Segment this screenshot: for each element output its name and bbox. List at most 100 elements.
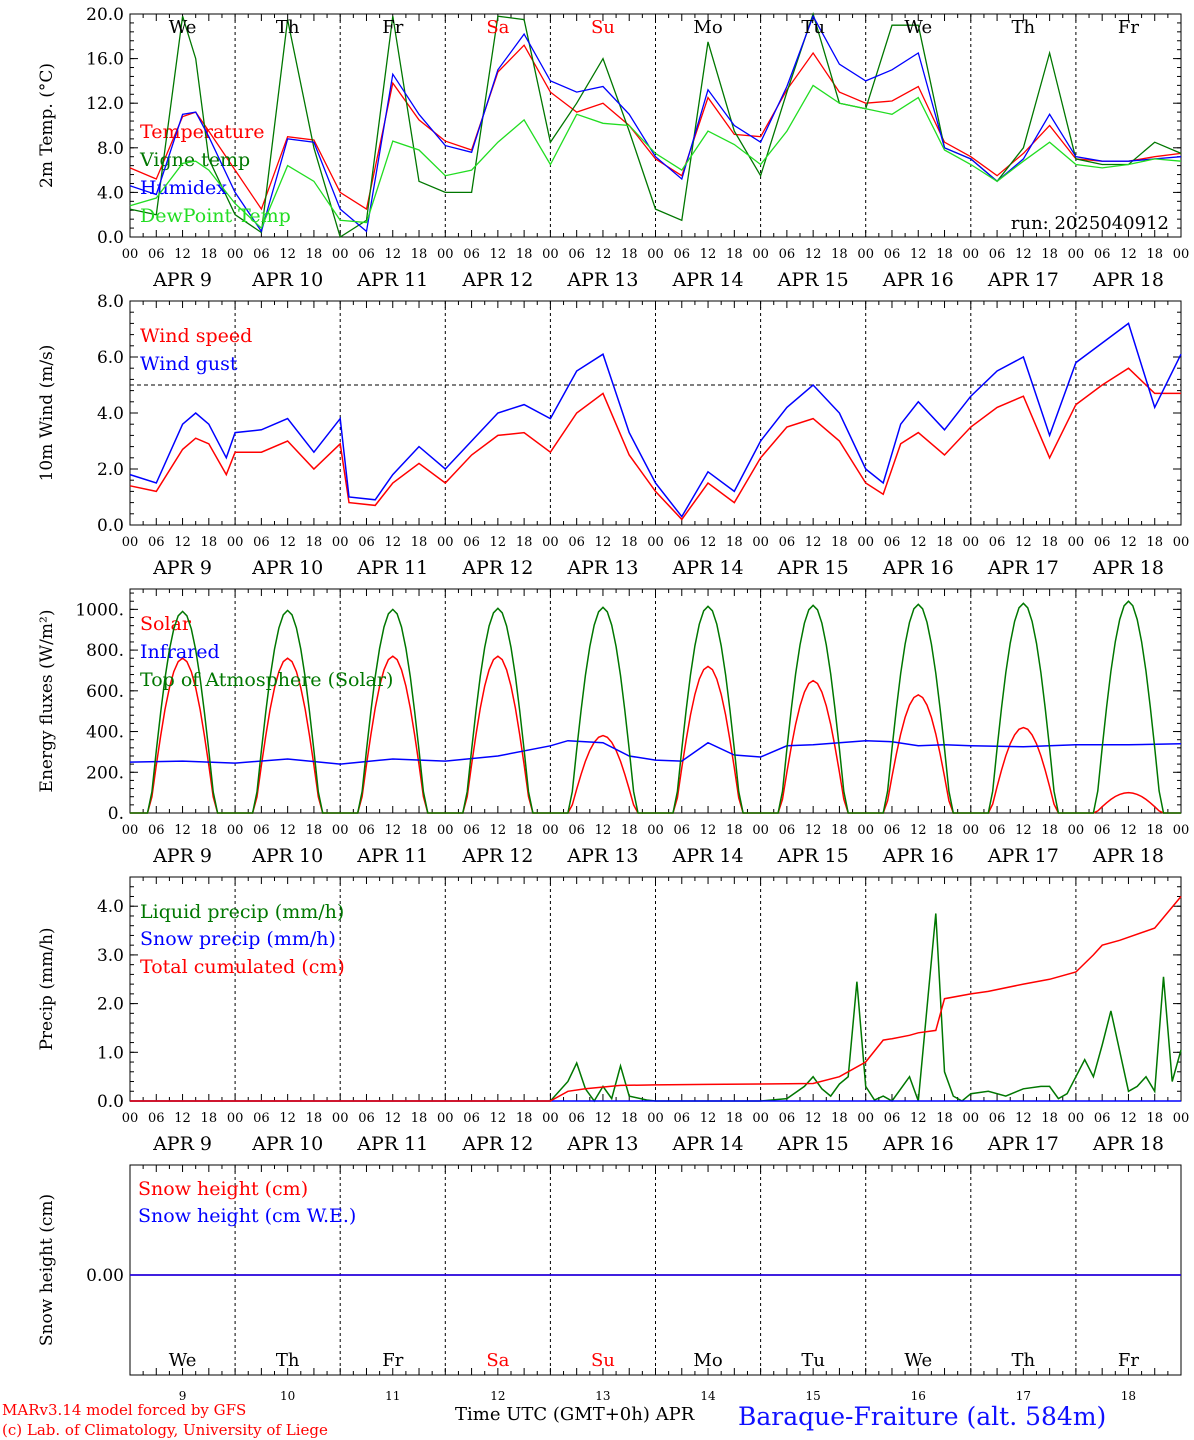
hour-label: 00 <box>332 1111 349 1126</box>
hour-label: 00 <box>963 823 980 838</box>
hour-label: 06 <box>989 1111 1006 1126</box>
hour-label: 06 <box>989 823 1006 838</box>
y-tick-label: 12.0 <box>86 94 124 114</box>
hour-label: 18 <box>936 823 953 838</box>
hour-label: 18 <box>306 535 323 550</box>
hour-label: 06 <box>779 535 796 550</box>
hour-label: 06 <box>568 1111 585 1126</box>
y-tick-label: 20.0 <box>86 5 124 25</box>
hour-label: 18 <box>1041 247 1058 262</box>
legend-entry: Infrared <box>140 641 220 663</box>
hour-label: 12 <box>1120 1111 1137 1126</box>
y-axis-label: Energy fluxes (W/m²) <box>37 610 57 793</box>
date-label: APR 12 <box>461 269 533 291</box>
hour-label: 06 <box>884 535 901 550</box>
legend-entry: Total cumulated (cm) <box>140 956 345 978</box>
hour-label: 18 <box>726 823 743 838</box>
date-label: APR 10 <box>251 1133 323 1155</box>
date-label: APR 11 <box>356 845 428 867</box>
hour-label: 06 <box>358 823 375 838</box>
hour-label: 06 <box>358 247 375 262</box>
day-number-label: 11 <box>385 1389 400 1403</box>
date-label: APR 11 <box>356 557 428 579</box>
date-label: APR 17 <box>987 845 1059 867</box>
weekday-label: Fr <box>382 1350 403 1371</box>
legend-entry: DewPoint Temp <box>140 205 291 227</box>
y-axis-label: Precip (mm/h) <box>37 927 57 1050</box>
hour-label: 12 <box>805 1111 822 1126</box>
hour-label: 12 <box>174 1111 191 1126</box>
hour-label: 00 <box>227 247 244 262</box>
hour-label: 18 <box>411 1111 428 1126</box>
weekday-label: Th <box>1012 17 1036 38</box>
hour-label: 18 <box>201 535 218 550</box>
hour-label: 12 <box>595 247 612 262</box>
date-label: APR 12 <box>461 1133 533 1155</box>
weekday-label: Mo <box>693 17 722 38</box>
day-number-label: 15 <box>806 1389 821 1403</box>
hour-label: 00 <box>1068 247 1085 262</box>
hour-label: 18 <box>936 1111 953 1126</box>
day-number-label: 14 <box>700 1389 716 1403</box>
series-line-vigne-temp <box>129 11 1182 239</box>
hour-label: 00 <box>542 247 559 262</box>
run-annotation: run: 2025040912 <box>1011 213 1169 234</box>
y-tick-label: 8.0 <box>97 292 124 312</box>
hour-label: 18 <box>1146 823 1163 838</box>
hour-label: 00 <box>963 1111 980 1126</box>
date-label: APR 11 <box>356 269 428 291</box>
hour-label: 12 <box>279 823 296 838</box>
lab-credit: (c) Lab. of Climatology, University of L… <box>2 1421 328 1439</box>
hour-label: 00 <box>332 535 349 550</box>
hour-label: 00 <box>1173 535 1190 550</box>
series-line-total-cumulated-cm- <box>130 896 1182 1102</box>
legend-entry: Snow height (cm W.E.) <box>138 1205 356 1227</box>
hour-label: 18 <box>831 1111 848 1126</box>
hour-label: 18 <box>726 535 743 550</box>
legend-entry: Top of Atmosphere (Solar) <box>140 669 393 691</box>
legend-entry: Humidex <box>140 177 227 199</box>
date-label: APR 16 <box>882 845 954 867</box>
hour-label: 12 <box>1120 535 1137 550</box>
weekday-label: Su <box>591 17 615 38</box>
hour-label: 00 <box>752 823 769 838</box>
date-label: APR 18 <box>1092 845 1164 867</box>
hour-label: 18 <box>1146 1111 1163 1126</box>
series-line-dewpoint-temp <box>129 84 1182 230</box>
hour-label: 12 <box>490 823 507 838</box>
hour-label: 06 <box>568 535 585 550</box>
hour-label: 06 <box>1094 247 1111 262</box>
hour-label: 12 <box>595 535 612 550</box>
weekday-label: Tu <box>801 17 825 38</box>
date-label: APR 16 <box>882 269 954 291</box>
hour-label: 12 <box>805 247 822 262</box>
date-label: APR 17 <box>987 269 1059 291</box>
hour-label: 00 <box>1173 823 1190 838</box>
hour-label: 06 <box>1094 823 1111 838</box>
date-label: APR 18 <box>1092 269 1164 291</box>
hour-label: 06 <box>463 1111 480 1126</box>
hour-label: 18 <box>411 823 428 838</box>
y-tick-label: 2.0 <box>97 995 124 1015</box>
hour-label: 12 <box>700 247 717 262</box>
hour-label: 06 <box>568 823 585 838</box>
date-label: APR 15 <box>777 269 849 291</box>
hour-label: 06 <box>463 823 480 838</box>
date-label: APR 15 <box>777 1133 849 1155</box>
hour-label: 12 <box>384 823 401 838</box>
hour-label: 00 <box>122 535 139 550</box>
weekday-label: We <box>904 17 932 38</box>
date-label: APR 11 <box>356 1133 428 1155</box>
hour-label: 18 <box>1041 823 1058 838</box>
hour-label: 12 <box>1015 535 1032 550</box>
hour-label: 06 <box>463 247 480 262</box>
date-label: APR 18 <box>1092 1133 1164 1155</box>
hour-label: 12 <box>174 247 191 262</box>
date-label: APR 13 <box>566 845 638 867</box>
hour-label: 00 <box>1068 823 1085 838</box>
hour-label: 06 <box>779 823 796 838</box>
hour-label: 06 <box>568 247 585 262</box>
legend-entry: Solar <box>140 613 192 635</box>
weekday-label: Th <box>276 1350 300 1371</box>
